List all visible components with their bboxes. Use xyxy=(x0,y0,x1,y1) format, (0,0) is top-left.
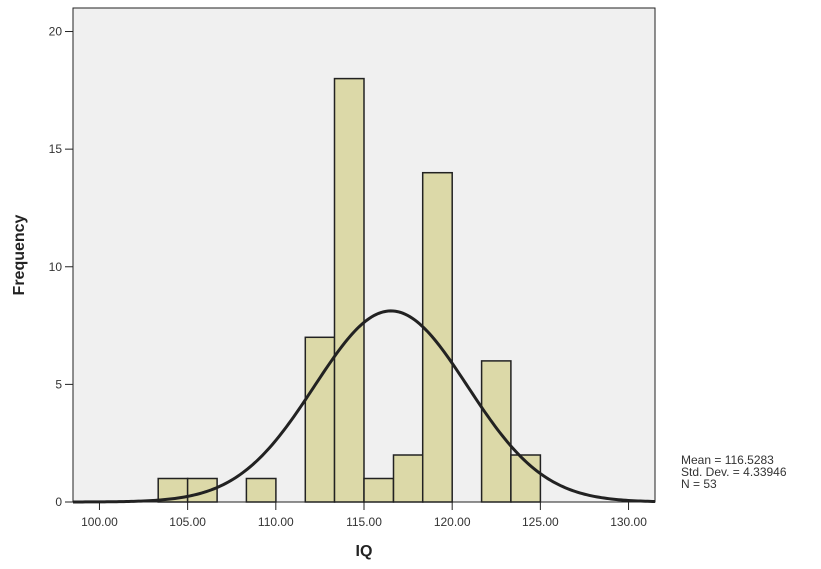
histogram-bar xyxy=(392,454,424,503)
stats-n: N = 53 xyxy=(681,477,717,491)
x-tick-label: 120.00 xyxy=(434,515,471,529)
stats-box: Mean = 116.5283 Std. Dev. = 4.33946 N = … xyxy=(681,454,787,490)
x-axis-label: IQ xyxy=(356,543,373,560)
histogram-bar xyxy=(421,171,453,503)
y-tick-label: 5 xyxy=(55,377,62,391)
histogram-bar xyxy=(245,477,277,503)
normal-curve xyxy=(72,309,656,504)
x-axis: 100.00 105.00 110.00 115.00 120.00 125.00 130.… xyxy=(81,502,647,529)
x-tick-label: 125.00 xyxy=(522,515,559,529)
stats-std-dev: Std. Dev. = 4.33946 xyxy=(681,465,787,479)
y-axis: 0 5 10 15 20 xyxy=(49,25,73,509)
y-tick-label: 0 xyxy=(55,495,62,509)
y-tick-label: 10 xyxy=(49,260,63,274)
x-tick-label: 110.00 xyxy=(258,515,294,529)
x-tick-label: 100.00 xyxy=(81,515,118,529)
y-tick-label: 20 xyxy=(49,25,63,39)
y-axis-label: Frequency xyxy=(11,214,28,295)
x-tick-label: 130.00 xyxy=(610,515,647,529)
histogram-bar xyxy=(363,477,395,503)
histogram-bar xyxy=(480,360,512,503)
x-tick-label: 115.00 xyxy=(346,515,382,529)
y-tick-label: 15 xyxy=(49,142,63,156)
x-tick-label: 105.00 xyxy=(169,515,206,529)
histogram-bar xyxy=(333,77,365,503)
stats-mean: Mean = 116.5283 xyxy=(681,453,774,467)
bars-group xyxy=(157,77,542,503)
